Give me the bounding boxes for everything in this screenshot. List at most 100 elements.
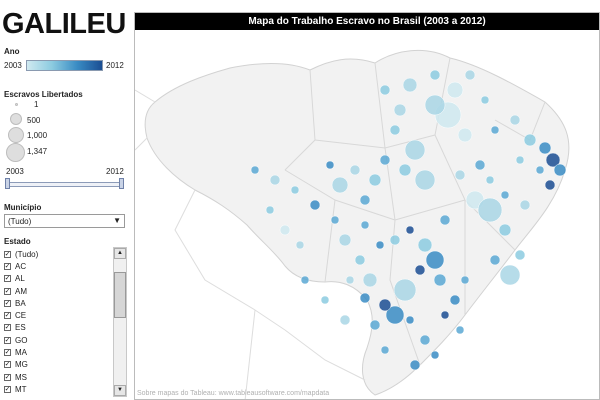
map-marker[interactable] xyxy=(455,325,465,335)
map-marker[interactable] xyxy=(295,240,305,250)
checkbox-checked-icon[interactable]: ✓ xyxy=(4,373,11,381)
map-marker[interactable] xyxy=(375,240,385,250)
map-marker[interactable] xyxy=(369,319,381,331)
map-marker[interactable] xyxy=(393,278,417,302)
checkbox-checked-icon[interactable]: ✓ xyxy=(4,324,11,332)
map-marker[interactable] xyxy=(485,175,495,185)
map-marker[interactable] xyxy=(553,163,567,177)
map-marker[interactable] xyxy=(414,264,426,276)
map-marker[interactable] xyxy=(300,275,310,285)
map-marker[interactable] xyxy=(380,345,390,355)
map-marker[interactable] xyxy=(519,199,531,211)
checkbox-checked-icon[interactable]: ✓ xyxy=(4,262,11,270)
year-range-slider[interactable] xyxy=(6,182,124,187)
estado-item[interactable]: ✓ GO xyxy=(4,334,114,346)
map-marker[interactable] xyxy=(405,225,415,235)
map-marker[interactable] xyxy=(359,292,371,304)
scroll-up-icon[interactable]: ▲ xyxy=(114,248,126,259)
map-marker[interactable] xyxy=(360,220,370,230)
map-marker[interactable] xyxy=(500,190,510,200)
map-marker[interactable] xyxy=(490,125,500,135)
map-marker[interactable] xyxy=(405,315,415,325)
map-marker[interactable] xyxy=(265,205,275,215)
map-marker[interactable] xyxy=(385,305,405,325)
map-marker[interactable] xyxy=(474,159,486,171)
checkbox-checked-icon[interactable]: ✓ xyxy=(4,312,11,320)
estado-item[interactable]: ✓ CE xyxy=(4,309,114,321)
map-marker[interactable] xyxy=(414,169,436,191)
map-marker[interactable] xyxy=(440,310,450,320)
map-marker[interactable] xyxy=(378,298,392,312)
map-marker[interactable] xyxy=(498,223,512,237)
map-marker[interactable] xyxy=(499,264,521,286)
brazil-map[interactable] xyxy=(135,30,600,400)
map-marker[interactable] xyxy=(538,141,552,155)
map-marker[interactable] xyxy=(379,154,391,166)
map-marker[interactable] xyxy=(309,199,321,211)
checkbox-checked-icon[interactable]: ✓ xyxy=(4,349,11,357)
municipio-dropdown[interactable]: (Tudo) ▼ xyxy=(4,214,125,228)
map-marker[interactable] xyxy=(354,254,366,266)
map-marker[interactable] xyxy=(404,139,426,161)
estado-item[interactable]: ✓ MG xyxy=(4,359,114,371)
map-marker[interactable] xyxy=(446,81,464,99)
map-marker[interactable] xyxy=(368,173,382,187)
checkbox-checked-icon[interactable]: ✓ xyxy=(4,361,11,369)
map-marker[interactable] xyxy=(393,103,407,117)
map-marker[interactable] xyxy=(457,127,473,143)
scroll-thumb[interactable] xyxy=(114,272,126,318)
map-marker[interactable] xyxy=(417,237,433,253)
map-marker[interactable] xyxy=(480,95,490,105)
estado-scrollbar[interactable]: ▲ ▼ xyxy=(113,247,127,397)
map-marker[interactable] xyxy=(398,163,412,177)
map-marker[interactable] xyxy=(338,233,352,247)
map-marker[interactable] xyxy=(429,69,441,81)
map-marker[interactable] xyxy=(439,214,451,226)
map-marker[interactable] xyxy=(359,194,371,206)
estado-item[interactable]: ✓ MT xyxy=(4,383,114,395)
map-marker[interactable] xyxy=(320,295,330,305)
map-marker[interactable] xyxy=(330,215,340,225)
map-marker[interactable] xyxy=(509,114,521,126)
map-marker[interactable] xyxy=(339,314,351,326)
map-marker[interactable] xyxy=(425,250,445,270)
map-marker[interactable] xyxy=(345,275,355,285)
map-marker[interactable] xyxy=(331,176,349,194)
map-marker[interactable] xyxy=(424,94,446,116)
estado-item[interactable]: ✓ AL xyxy=(4,273,114,285)
estado-item[interactable]: ✓ MS xyxy=(4,371,114,383)
map-marker[interactable] xyxy=(489,254,501,266)
map-marker[interactable] xyxy=(250,165,260,175)
slider-handle-start[interactable] xyxy=(5,178,10,189)
map-marker[interactable] xyxy=(454,169,466,181)
checkbox-checked-icon[interactable]: ✓ xyxy=(4,385,11,393)
map-marker[interactable] xyxy=(464,69,476,81)
map-marker[interactable] xyxy=(379,84,391,96)
map-marker[interactable] xyxy=(433,273,447,287)
estado-item[interactable]: ✓ AC xyxy=(4,260,114,272)
map-marker[interactable] xyxy=(477,197,503,223)
checkbox-checked-icon[interactable]: ✓ xyxy=(4,299,11,307)
map-marker[interactable] xyxy=(544,179,556,191)
estado-item[interactable]: ✓ ES xyxy=(4,322,114,334)
map-marker[interactable] xyxy=(545,152,561,168)
map-marker[interactable] xyxy=(515,155,525,165)
checkbox-checked-icon[interactable]: ✓ xyxy=(4,250,11,258)
map-marker[interactable] xyxy=(325,160,335,170)
map-marker[interactable] xyxy=(402,77,418,93)
map-marker[interactable] xyxy=(419,334,431,346)
map-marker[interactable] xyxy=(389,124,401,136)
map-marker[interactable] xyxy=(430,350,440,360)
map-marker[interactable] xyxy=(279,224,291,236)
map-marker[interactable] xyxy=(290,185,300,195)
map-marker[interactable] xyxy=(389,234,401,246)
map-marker[interactable] xyxy=(449,294,461,306)
map-marker[interactable] xyxy=(409,359,421,371)
slider-handle-end[interactable] xyxy=(119,178,124,189)
checkbox-checked-icon[interactable]: ✓ xyxy=(4,336,11,344)
estado-item[interactable]: ✓ MA xyxy=(4,346,114,358)
estado-item[interactable]: ✓ (Tudo) xyxy=(4,248,114,260)
map-marker[interactable] xyxy=(269,174,281,186)
estado-item[interactable]: ✓ AM xyxy=(4,285,114,297)
map-marker[interactable] xyxy=(362,272,378,288)
